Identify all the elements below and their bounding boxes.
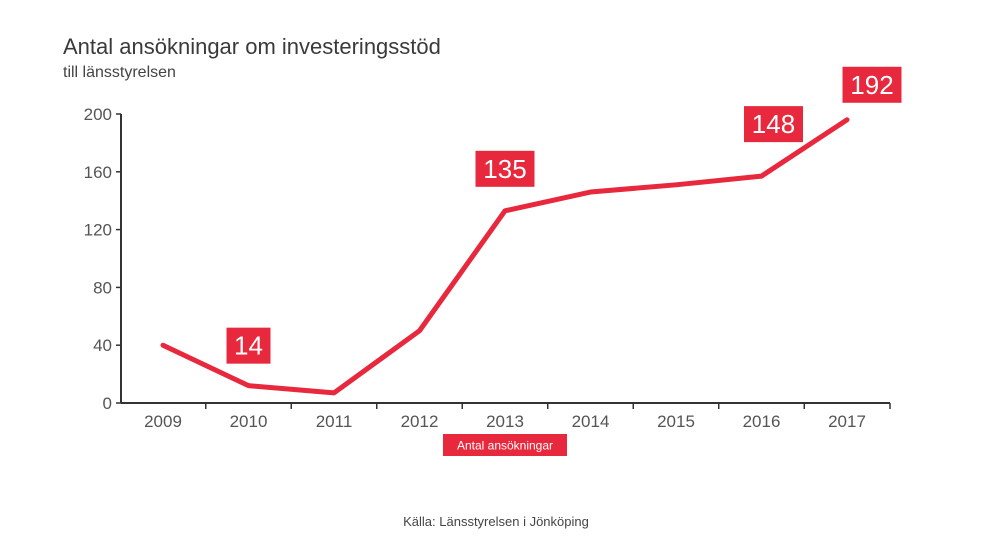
data-label-box bbox=[226, 327, 271, 364]
data-label-box bbox=[744, 106, 803, 143]
data-label-text: 14 bbox=[234, 331, 263, 361]
chart-title: Antal ansökningar om investeringsstöd bbox=[63, 34, 441, 59]
x-tick-label: 2009 bbox=[144, 412, 182, 431]
y-tick-label: 0 bbox=[103, 394, 112, 413]
y-tick-label: 200 bbox=[84, 105, 112, 124]
data-label-text: 148 bbox=[752, 109, 795, 139]
y-axis-ticks: 0 40 80 120 160 200 bbox=[84, 105, 121, 413]
legend: Antal ansökningar bbox=[443, 434, 567, 456]
x-axis-ticks: 2009 2010 2011 2012 2013 2014 2015 2016 2017 bbox=[144, 403, 891, 431]
data-label: 192 bbox=[842, 66, 902, 103]
y-tick-label: 40 bbox=[93, 336, 112, 355]
x-tick-label: 2013 bbox=[486, 412, 524, 431]
y-tick-label: 160 bbox=[84, 163, 112, 182]
chart-subtitle: till länsstyrelsen bbox=[63, 64, 176, 81]
x-tick-label: 2015 bbox=[657, 412, 695, 431]
x-tick-label: 2012 bbox=[401, 412, 439, 431]
x-tick-label: 2017 bbox=[828, 412, 866, 431]
data-label: 135 bbox=[475, 150, 535, 187]
x-tick-label: 2010 bbox=[230, 412, 268, 431]
x-tick-label: 2011 bbox=[316, 412, 353, 431]
data-labels: 14 135 148 192 bbox=[226, 66, 902, 364]
data-label-box bbox=[475, 150, 535, 187]
chart-axes bbox=[120, 114, 890, 404]
data-label-box bbox=[842, 66, 902, 103]
source-note: Källa: Länsstyrelsen i Jönköping bbox=[403, 514, 589, 529]
x-tick-label: 2014 bbox=[572, 412, 610, 431]
data-label-text: 192 bbox=[850, 70, 893, 100]
data-label-text: 135 bbox=[483, 154, 526, 184]
y-tick-label: 80 bbox=[93, 278, 112, 297]
series-group bbox=[160, 117, 850, 396]
legend-label: Antal ansökningar bbox=[457, 439, 553, 453]
legend-swatch bbox=[443, 434, 567, 456]
data-label: 148 bbox=[744, 106, 803, 143]
y-tick-label: 120 bbox=[84, 221, 112, 240]
data-label: 14 bbox=[226, 327, 271, 364]
x-tick-label: 2016 bbox=[743, 412, 781, 431]
